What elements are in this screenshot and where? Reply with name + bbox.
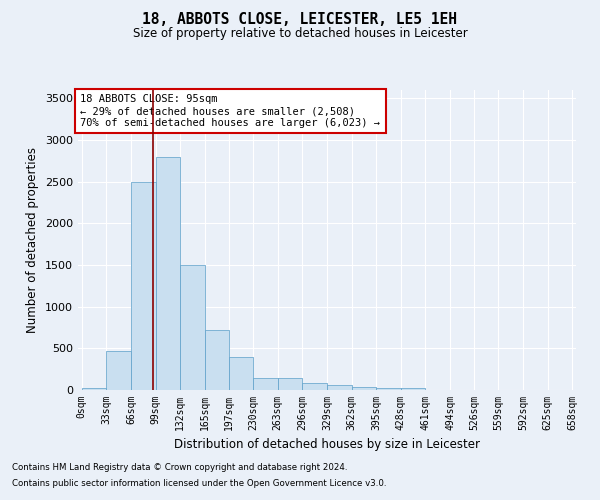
Bar	[82, 388, 106, 390]
X-axis label: Distribution of detached houses by size in Leicester: Distribution of detached houses by size …	[174, 438, 480, 452]
Text: 18, ABBOTS CLOSE, LEICESTER, LE5 1EH: 18, ABBOTS CLOSE, LEICESTER, LE5 1EH	[143, 12, 458, 28]
Bar	[352, 386, 376, 390]
Bar	[253, 378, 278, 390]
Bar	[131, 182, 155, 390]
Text: Contains HM Land Registry data © Crown copyright and database right 2024.: Contains HM Land Registry data © Crown c…	[12, 464, 347, 472]
Bar	[401, 388, 425, 390]
Bar	[155, 156, 180, 390]
Text: 18 ABBOTS CLOSE: 95sqm
← 29% of detached houses are smaller (2,508)
70% of semi-: 18 ABBOTS CLOSE: 95sqm ← 29% of detached…	[80, 94, 380, 128]
Bar	[302, 384, 327, 390]
Text: Size of property relative to detached houses in Leicester: Size of property relative to detached ho…	[133, 28, 467, 40]
Bar	[278, 378, 302, 390]
Bar	[327, 385, 352, 390]
Bar	[106, 351, 131, 390]
Bar	[376, 388, 401, 390]
Y-axis label: Number of detached properties: Number of detached properties	[26, 147, 40, 333]
Bar	[229, 356, 253, 390]
Bar	[205, 330, 229, 390]
Bar	[180, 265, 205, 390]
Text: Contains public sector information licensed under the Open Government Licence v3: Contains public sector information licen…	[12, 478, 386, 488]
